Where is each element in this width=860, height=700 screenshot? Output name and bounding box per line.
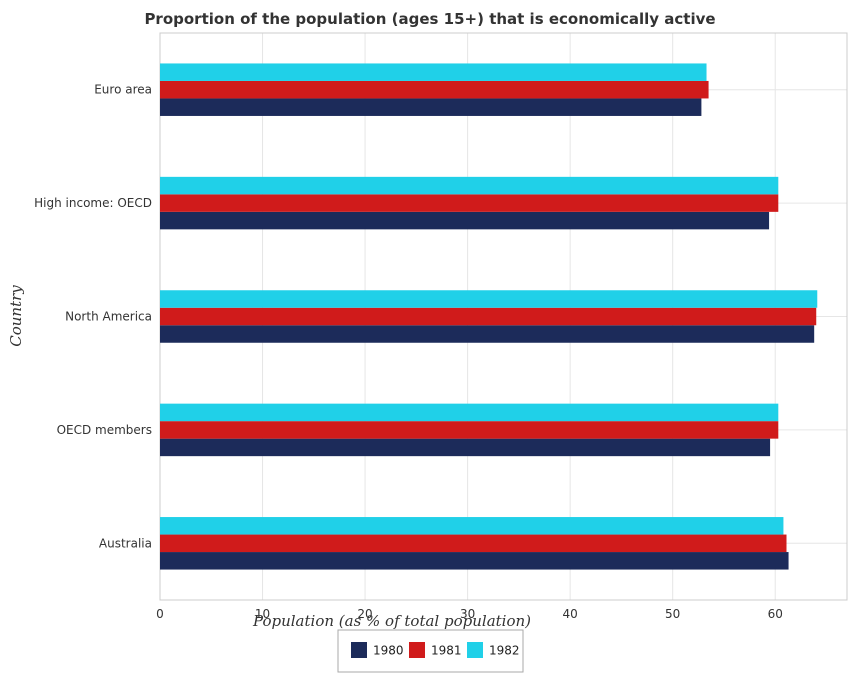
x-tick-labels: 0 10 20 30 40 50 60: [156, 607, 783, 621]
y-axis-label: Country: [7, 285, 25, 347]
bar-1980: [160, 438, 771, 457]
bars: [160, 63, 818, 570]
x-axis-label: Population (as % of total population): [252, 612, 531, 630]
bar-1982: [160, 176, 779, 195]
x-tick-label: 20: [357, 607, 372, 621]
x-tick-label: 50: [665, 607, 680, 621]
legend-swatch-1982: [467, 642, 483, 658]
legend-swatch-1981: [409, 642, 425, 658]
bar-1982: [160, 63, 707, 81]
x-tick-label: 60: [768, 607, 783, 621]
bar-1982: [160, 290, 818, 308]
bar-1981: [160, 194, 779, 212]
y-tick-label: OECD members: [57, 423, 152, 437]
bar-1982: [160, 517, 784, 535]
bar-1981: [160, 307, 817, 326]
bar-1981: [160, 421, 779, 439]
y-tick-labels: Euro area High income: OECD North America O…: [34, 83, 152, 551]
x-tick-label: 30: [460, 607, 475, 621]
legend-box: [337, 629, 524, 673]
legend: 1980 1981 1982: [337, 629, 524, 673]
legend-label: 1980: [373, 644, 404, 658]
y-tick-label: High income: OECD: [34, 196, 152, 210]
bar-1980: [160, 325, 815, 343]
bar-1982: [160, 403, 779, 422]
legend-label: 1981: [431, 644, 462, 658]
chart-title: Proportion of the population (ages 15+) …: [144, 10, 715, 28]
bar-1980: [160, 211, 770, 230]
bar-1980: [160, 552, 789, 570]
x-tick-label: 40: [563, 607, 578, 621]
bar-1980: [160, 98, 702, 116]
y-tick-label: North America: [65, 310, 152, 324]
x-tick-label: 0: [156, 607, 164, 621]
x-tick-label: 10: [255, 607, 270, 621]
y-tick-label: Australia: [99, 536, 152, 550]
legend-label: 1982: [489, 644, 520, 658]
bar-1981: [160, 534, 787, 553]
bar-1981: [160, 80, 709, 99]
legend-swatch-1980: [351, 642, 367, 658]
y-tick-label: Euro area: [94, 83, 152, 97]
